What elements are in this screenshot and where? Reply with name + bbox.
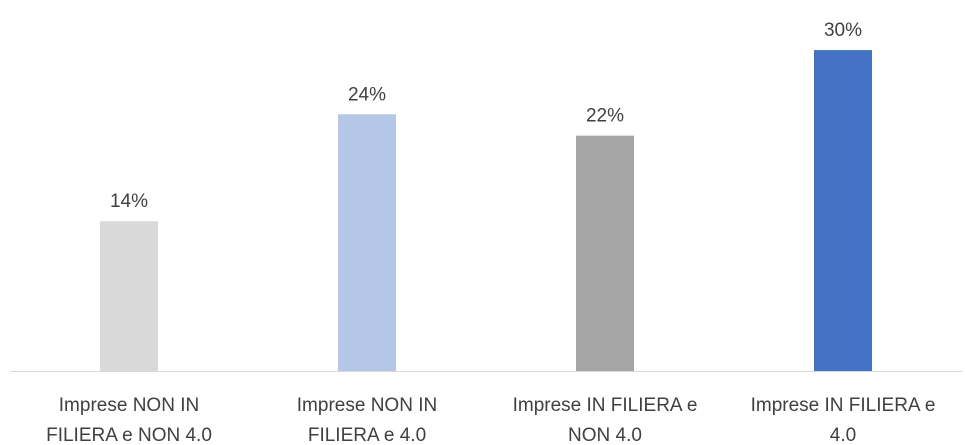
- category-label-line: Imprese IN FILIERA e: [751, 395, 936, 416]
- bar-4: [814, 50, 872, 371]
- data-label-4: 30%: [824, 20, 862, 41]
- category-label-line: Imprese NON IN: [59, 395, 199, 416]
- data-labels-group: 14% 24% 22% 30%: [110, 20, 862, 212]
- data-label-1: 14%: [110, 191, 148, 212]
- category-label-line: Imprese IN FILIERA e: [513, 395, 698, 416]
- category-label-4: Imprese IN FILIERA e 4.0: [751, 395, 936, 445]
- category-label-1: Imprese NON IN FILIERA e NON 4.0: [46, 395, 212, 445]
- bar-3: [576, 135, 634, 371]
- bar-1: [100, 221, 158, 371]
- category-label-line: FILIERA e NON 4.0: [46, 425, 212, 445]
- category-label-line: 4.0: [830, 425, 856, 445]
- category-label-line: FILIERA e 4.0: [308, 425, 426, 445]
- bars-group: [100, 50, 872, 371]
- category-label-line: NON 4.0: [568, 425, 642, 445]
- category-label-2: Imprese NON IN FILIERA e 4.0: [297, 395, 437, 445]
- category-label-line: Imprese NON IN: [297, 395, 437, 416]
- data-label-3: 22%: [586, 106, 624, 127]
- bar-2: [338, 114, 396, 371]
- data-label-2: 24%: [348, 84, 386, 105]
- category-label-3: Imprese IN FILIERA e NON 4.0: [513, 395, 698, 445]
